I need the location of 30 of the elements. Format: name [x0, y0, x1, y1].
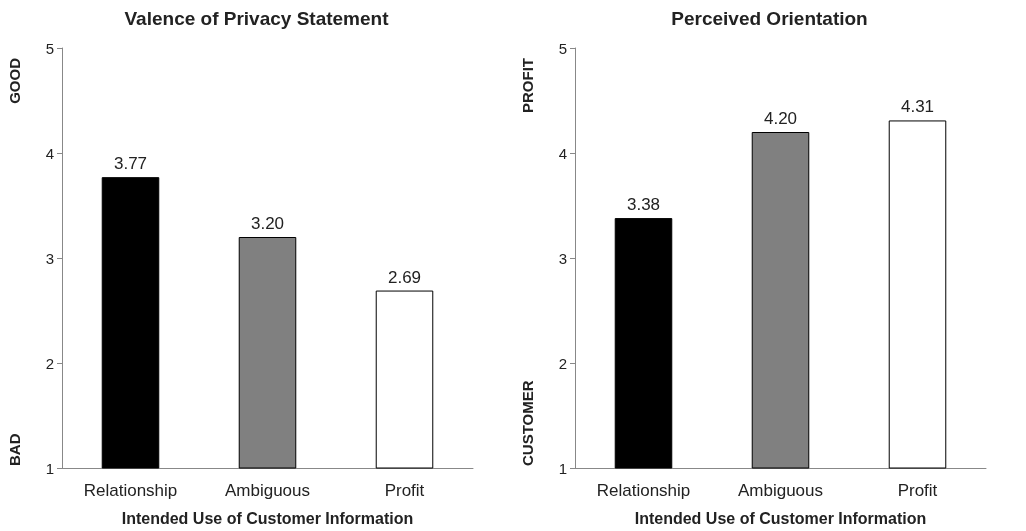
y-tick-label: 3 [558, 249, 567, 267]
y-tick-label: 4 [558, 144, 567, 162]
x-tick-label: Profit [384, 481, 425, 500]
x-tick-label: Relationship [596, 481, 691, 500]
y-tick-label: 1 [45, 459, 54, 477]
y-tick-label: 3 [45, 249, 54, 267]
x-tick-label: Ambiguous [737, 481, 824, 500]
text: PROFIT [519, 58, 536, 113]
x-axis-title: Intended Use of Customer Information [634, 509, 927, 527]
y-tick-label: 5 [45, 39, 54, 57]
data-label: 4.20 [763, 109, 798, 128]
data-label: 3.20 [250, 214, 285, 233]
text: CUSTOMER [519, 380, 536, 466]
data-label: 4.31 [900, 97, 935, 117]
data-label: 3.77 [113, 154, 148, 174]
y-tick-label: 2 [558, 354, 567, 372]
y-tick-label: 5 [558, 39, 567, 57]
x-tick-label: Profit [897, 481, 938, 500]
data-label: 3.38 [626, 195, 661, 215]
text: GOOD [6, 57, 23, 104]
x-tick-label: Ambiguous [224, 481, 311, 500]
chart-title: Perceived Orientation [671, 8, 868, 29]
text: BAD [6, 433, 23, 466]
x-axis-title: Intended Use of Customer Information [121, 509, 414, 527]
y-tick-label: 2 [45, 354, 54, 372]
chart-title: Valence of Privacy Statement [124, 8, 390, 29]
data-label: 2.69 [387, 267, 422, 287]
y-tick-label: 1 [558, 459, 567, 477]
x-tick-label: Relationship [83, 481, 178, 500]
y-tick-label: 4 [45, 144, 54, 162]
